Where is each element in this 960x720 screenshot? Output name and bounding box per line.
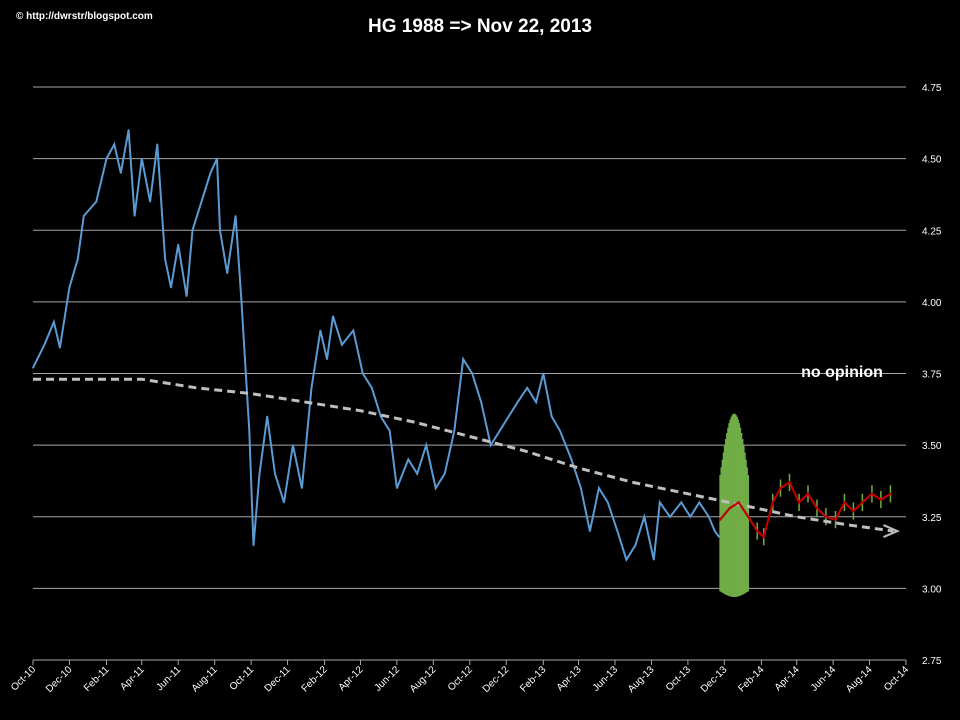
x-tick-label: Feb-14 (736, 664, 766, 694)
y-tick-label: 4.50 (922, 155, 942, 166)
trend-line (33, 377, 894, 533)
x-tick-label: Dec-10 (44, 664, 75, 695)
y-tick-label: 4.75 (922, 83, 942, 94)
history-line (32, 129, 720, 563)
annotation-no-opinion: no opinion (801, 364, 883, 381)
x-axis: Oct-10 Dec-10 Feb-11 Apr-11 Jun-11 Aug-11 Oct-… (9, 659, 911, 695)
chart-title: HG 1988 => Nov 22, 2013 (368, 16, 592, 37)
trend-arrowhead (883, 524, 900, 538)
x-tick-label: Apr-12 (337, 664, 366, 693)
y-tick-label: 3.75 (922, 370, 942, 381)
x-tick-label: Jun-14 (809, 664, 839, 694)
x-tick-label: Oct-11 (228, 664, 257, 693)
x-tick-label: Aug-12 (408, 664, 439, 695)
x-tick-label: Jun-13 (591, 664, 621, 694)
x-tick-label: Aug-11 (190, 664, 220, 694)
x-tick-label: Apr-11 (118, 664, 147, 693)
x-tick-label: Dec-13 (699, 664, 730, 695)
y-tick-label: 3.25 (922, 513, 942, 524)
x-tick-label: Jun-11 (154, 664, 183, 693)
x-tick-label: Apr-14 (773, 664, 802, 693)
x-tick-label: Dec-12 (481, 664, 512, 695)
x-tick-label: Aug-14 (844, 664, 875, 695)
x-tick-label: Aug-13 (626, 664, 657, 695)
forecast-error-bars (719, 413, 892, 597)
x-tick-label: Apr-13 (555, 664, 584, 693)
x-tick-label: Jun-12 (373, 664, 403, 694)
y-tick-label: 3.50 (922, 441, 942, 452)
y-tick-label: 4.25 (922, 226, 942, 237)
x-tick-label: Oct-10 (9, 664, 38, 693)
forecast-line (719, 480, 892, 539)
y-tick-label: 4.00 (922, 298, 942, 309)
gridlines (33, 86, 906, 589)
x-tick-label: Dec-11 (263, 664, 293, 694)
y-tick-label: 2.75 (922, 656, 942, 667)
x-tick-label: Oct-14 (882, 664, 911, 693)
y-axis-ticks: 2.75 3.00 3.25 3.50 3.75 4.00 4.25 4.50 4.75 (922, 83, 942, 667)
x-tick-label: Feb-12 (300, 664, 330, 694)
copyright-credit: © http://dwrstr/blogspot.com (16, 11, 153, 22)
x-tick-label: Oct-12 (446, 664, 475, 693)
y-tick-label: 3.00 (922, 584, 942, 595)
series-lines (32, 129, 900, 563)
x-tick-label: Feb-13 (518, 664, 548, 694)
x-tick-label: Oct-13 (664, 664, 693, 693)
x-tick-label: Feb-11 (82, 664, 112, 694)
